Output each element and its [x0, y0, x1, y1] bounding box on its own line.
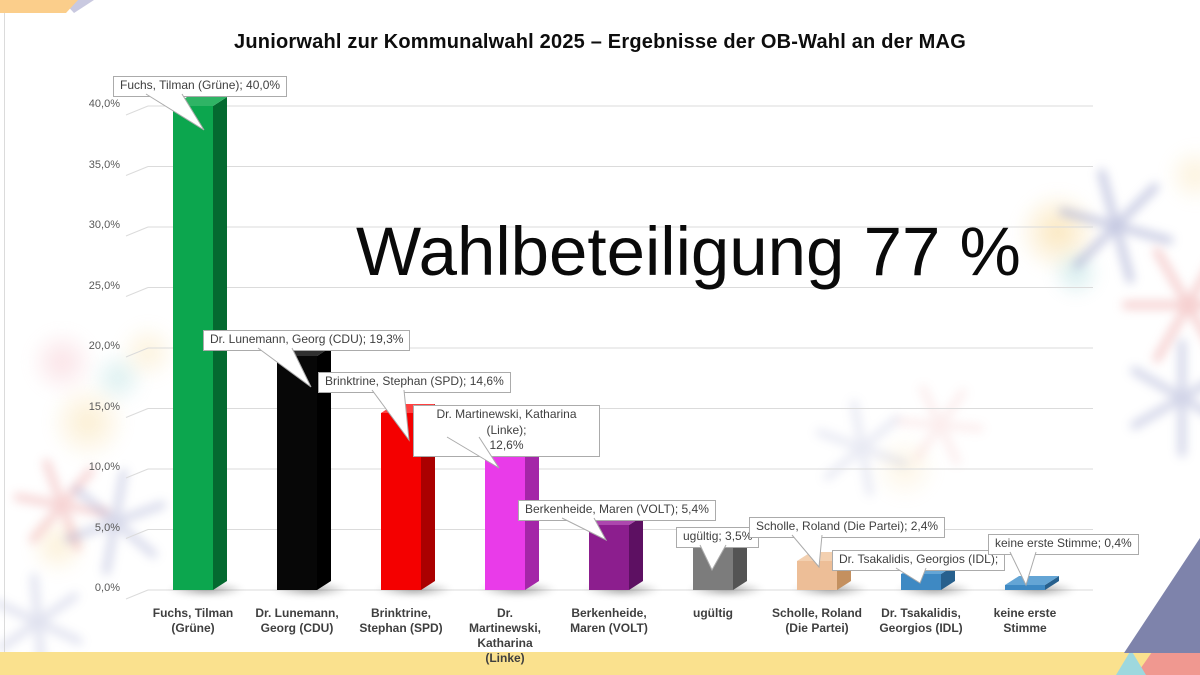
- decor-blob: [118, 322, 178, 382]
- bar: [797, 560, 837, 590]
- x-axis-category-label: Dr. Lunemann, Georg (CDU): [255, 606, 339, 635]
- data-label-callout: Fuchs, Tilman (Grüne); 40,0%: [113, 76, 288, 97]
- decor-blob: [871, 434, 939, 502]
- x-axis-category-label: Berkenheide, Maren (VOLT): [570, 606, 648, 635]
- decor-blob: [28, 516, 88, 576]
- decor-blob: [28, 328, 96, 396]
- bar: [693, 547, 733, 590]
- decor-blob: [48, 382, 128, 462]
- decor-starburst: [0, 573, 83, 671]
- y-axis-tick-label: 5,0%: [94, 521, 120, 534]
- x-axis-category-label: Brinktrine, Stephan (SPD): [359, 606, 443, 635]
- data-label-callout: ugültig; 3,5%: [676, 527, 760, 548]
- voter-turnout-text: Wahlbeteiligung 77 %: [356, 213, 1021, 290]
- bar: [901, 574, 941, 590]
- y-axis-tick-label: 0,0%: [94, 582, 120, 594]
- decor-blob: [90, 350, 146, 406]
- data-label-callout: Dr. Tsakalidis, Georgios (IDL);: [832, 550, 1006, 571]
- x-axis-category-label: ugültig: [693, 606, 733, 620]
- y-axis-tick-label: 15,0%: [88, 400, 120, 413]
- decor-starburst: [13, 458, 111, 552]
- x-axis-category-label: Dr. Martinewski, Katharina (Linke): [468, 606, 542, 665]
- data-label-callout: Dr. Lunemann, Georg (CDU); 19,3%: [203, 330, 411, 351]
- y-axis-tick-label: 30,0%: [88, 219, 120, 231]
- x-axis-category-label: keine erste Stimme: [993, 606, 1057, 635]
- y-axis-tick-label: 10,0%: [88, 461, 120, 473]
- bar-side-face: [629, 515, 643, 590]
- data-label-callout: Dr. Martinewski, Katharina (Linke); 12,6…: [413, 405, 600, 457]
- decor-blob: [1050, 247, 1102, 299]
- x-axis-category-label: Scholle, Roland (Die Partei): [771, 606, 862, 635]
- y-axis-tick-label: 25,0%: [88, 279, 120, 292]
- decor-starburst: [1058, 168, 1174, 284]
- bar: [277, 356, 317, 590]
- decor-starburst: [1122, 247, 1200, 363]
- data-label-callout: Berkenheide, Maren (VOLT); 5,4%: [518, 500, 716, 521]
- slide-title: Juniorwahl zur Kommunalwahl 2025 – Ergeb…: [234, 31, 966, 53]
- y-axis-tick-label: 40,0%: [88, 98, 120, 110]
- y-axis-tick-label: 35,0%: [88, 158, 120, 171]
- y-axis-tick-label: 20,0%: [88, 340, 120, 352]
- data-label-callout: Brinktrine, Stephan (SPD); 14,6%: [318, 372, 511, 393]
- decor-starburst: [1130, 339, 1200, 457]
- bar: [1005, 585, 1045, 590]
- x-axis-category-label: Fuchs, Tilman (Grüne): [152, 606, 234, 635]
- x-axis-category-label: Dr. Tsakalidis, Georgios (IDL): [879, 606, 963, 635]
- decor-starburst: [64, 468, 166, 576]
- data-label-callout: keine erste Stimme; 0,4%: [988, 534, 1139, 555]
- data-label-callout: Scholle, Roland (Die Partei); 2,4%: [749, 517, 946, 538]
- decor-starburst: [896, 384, 984, 466]
- bar: [589, 524, 629, 590]
- decor-starburst: [815, 399, 909, 497]
